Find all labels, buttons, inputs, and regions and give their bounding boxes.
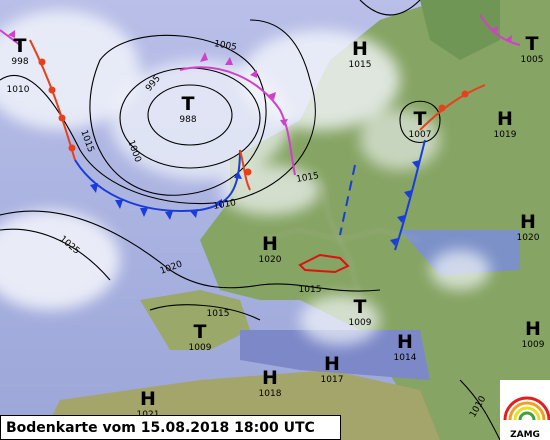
logo-text: ZAMG	[510, 430, 540, 440]
borders	[259, 179, 421, 301]
austria-outline	[298, 253, 350, 274]
pressure-value: 1009	[189, 343, 212, 353]
isobar-label: 1015	[207, 309, 230, 319]
logo: ZAMG	[500, 380, 550, 440]
pressure-symbol: T	[414, 108, 427, 130]
pressure-symbol: T	[14, 35, 27, 57]
pressure-value: 988	[179, 115, 196, 125]
pressure-symbol: H	[497, 108, 513, 130]
pressure-symbol: T	[194, 321, 207, 343]
pressure-symbol: H	[397, 331, 413, 353]
pressure-value: 1017	[321, 375, 344, 385]
pressure-symbol: T	[182, 93, 195, 115]
pressure-value: 1020	[517, 233, 540, 243]
pressure-symbol: H	[324, 353, 340, 375]
pressure-value: 1018	[259, 389, 282, 399]
title-box: Bodenkarte vom 15.08.2018 18:00 UTC	[0, 415, 341, 440]
pressure-value: 1015	[349, 60, 372, 70]
pressure-value: 1020	[259, 255, 282, 265]
pressure-symbol: H	[262, 367, 278, 389]
pressure-symbol: H	[140, 388, 156, 410]
pressure-symbol: H	[262, 233, 278, 255]
pressure-symbol: T	[526, 33, 539, 55]
isobar-label: 1015	[296, 171, 320, 185]
pressure-symbol: H	[520, 211, 536, 233]
clouds	[0, 10, 490, 345]
pressure-symbol: H	[525, 318, 541, 340]
fronts	[0, 14, 521, 251]
pressure-value: 1009	[522, 340, 545, 350]
pressure-value: 1007	[409, 130, 432, 140]
pressure-symbol: T	[354, 296, 367, 318]
pressure-value: 1009	[349, 318, 372, 328]
pressure-value: 1019	[494, 130, 517, 140]
pressure-symbol: H	[352, 38, 368, 60]
isobar-label: 1010	[213, 198, 238, 212]
pressure-value: 1014	[394, 353, 417, 363]
pressure-value: 998	[11, 57, 28, 67]
isobar-label: 1010	[7, 85, 30, 95]
isobar-label: 1005	[213, 39, 237, 53]
pressure-value: 1005	[521, 55, 544, 65]
isobar-label: 1015	[299, 285, 322, 295]
map-title: Bodenkarte vom 15.08.2018 18:00 UTC	[6, 420, 315, 436]
